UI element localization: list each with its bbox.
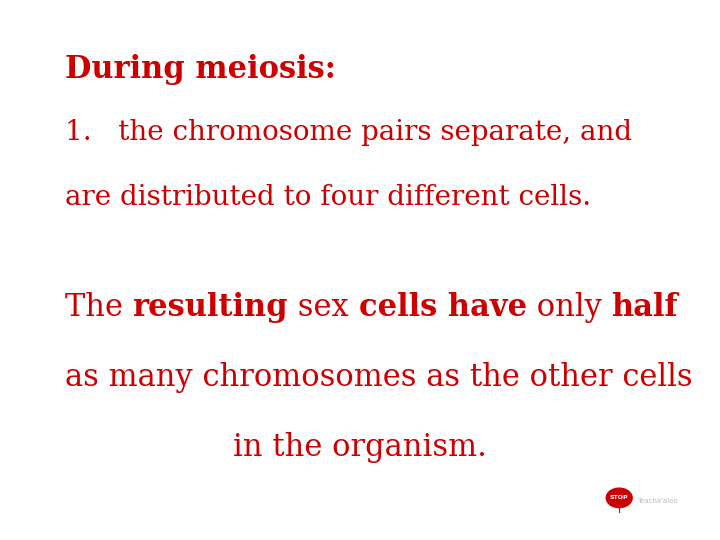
Text: half: half — [611, 292, 678, 322]
Text: in the organism.: in the organism. — [233, 432, 487, 463]
Circle shape — [606, 488, 632, 508]
Text: cells have: cells have — [359, 292, 527, 322]
Text: only: only — [527, 292, 611, 322]
Text: Teacha'aloo: Teacha'aloo — [637, 497, 678, 504]
Text: as many chromosomes as the other cells: as many chromosomes as the other cells — [65, 362, 693, 393]
Text: sex: sex — [288, 292, 359, 322]
Text: are distributed to four different cells.: are distributed to four different cells. — [65, 184, 591, 211]
Text: 1.   the chromosome pairs separate, and: 1. the chromosome pairs separate, and — [65, 119, 632, 146]
Text: resulting: resulting — [132, 292, 288, 322]
Text: During meiosis:: During meiosis: — [65, 54, 336, 85]
Text: The: The — [65, 292, 132, 322]
Text: STOP: STOP — [610, 495, 629, 501]
